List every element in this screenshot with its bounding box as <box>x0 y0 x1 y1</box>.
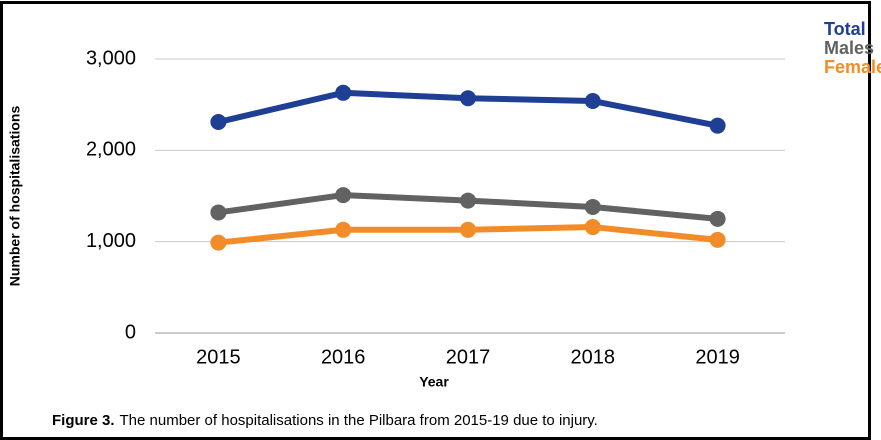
data-point <box>584 198 601 215</box>
y-axis-title: Number of hospitalisations <box>7 106 23 287</box>
legend-entry: Females <box>824 57 881 77</box>
data-point <box>335 84 352 101</box>
x-tick-label: 2016 <box>321 346 366 368</box>
caption-label: Figure 3. <box>52 412 115 429</box>
legend-entry: Males <box>824 38 874 58</box>
caption: Figure 3. The number of hospitalisations … <box>52 412 598 429</box>
x-axis-title: Year <box>419 374 449 390</box>
x-tick-label: 2017 <box>446 346 491 368</box>
legend-entry: Total <box>824 19 866 39</box>
data-point <box>584 219 601 236</box>
data-point <box>460 192 476 209</box>
caption-text: The number of hospitalisations in the Pi… <box>120 412 598 429</box>
data-point <box>335 187 352 204</box>
data-point <box>709 231 726 248</box>
data-point <box>210 204 227 221</box>
y-tick-label: 2,000 <box>86 139 136 161</box>
x-tick-label: 2015 <box>196 346 241 368</box>
data-point <box>709 210 726 227</box>
x-tick-label: 2018 <box>571 346 616 368</box>
data-point <box>584 93 601 110</box>
y-tick-label: 1,000 <box>86 230 136 252</box>
data-point <box>460 221 476 238</box>
data-point <box>335 221 352 238</box>
y-tick-label: 3,000 <box>86 47 136 69</box>
data-point <box>210 114 227 131</box>
x-tick-label: 2019 <box>695 346 740 368</box>
y-tick-label: 0 <box>125 321 136 343</box>
data-point <box>460 90 476 107</box>
data-point <box>210 234 227 251</box>
data-point <box>709 117 726 134</box>
